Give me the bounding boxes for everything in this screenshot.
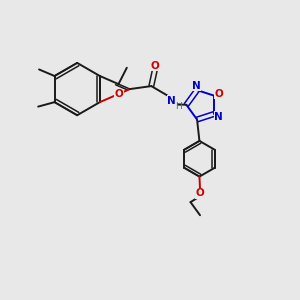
Text: N: N bbox=[167, 96, 176, 106]
Text: O: O bbox=[215, 89, 224, 99]
Text: O: O bbox=[115, 89, 124, 99]
Text: H: H bbox=[175, 102, 182, 111]
Text: O: O bbox=[151, 61, 159, 70]
Text: O: O bbox=[196, 188, 204, 198]
Text: N: N bbox=[214, 112, 223, 122]
Text: N: N bbox=[192, 81, 201, 91]
